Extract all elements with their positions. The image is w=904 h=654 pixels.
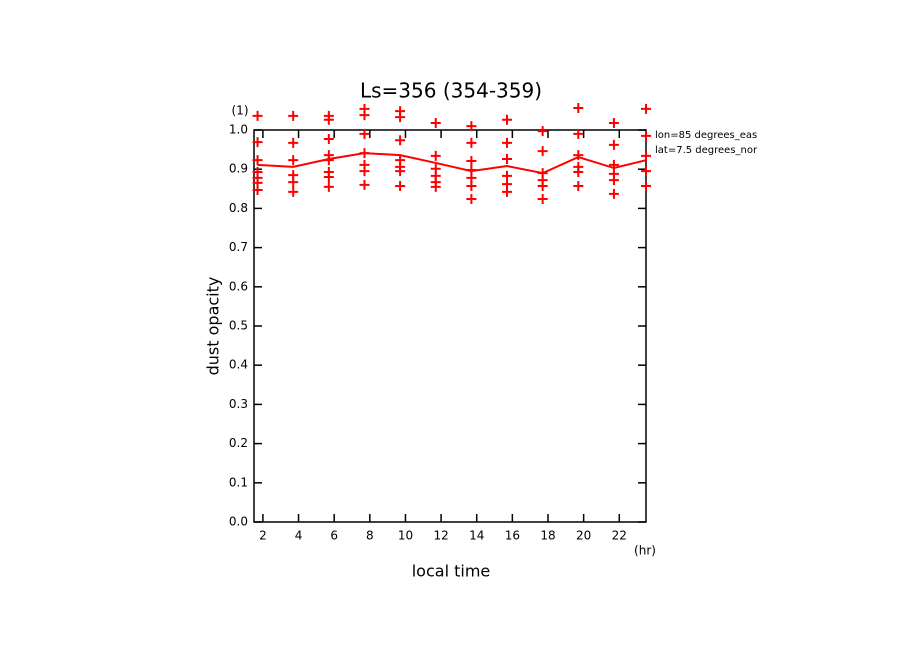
y-tick-label: 0.3 xyxy=(229,397,248,411)
scatter-point xyxy=(395,181,406,192)
scatter-point xyxy=(252,184,263,195)
scatter-point xyxy=(430,150,441,161)
x-tick-label: 20 xyxy=(576,529,591,543)
scatter-point xyxy=(502,114,513,125)
plot-frame xyxy=(253,129,647,523)
scatter-point xyxy=(537,181,548,192)
scatter-point xyxy=(288,177,299,188)
x-tick-label: 18 xyxy=(540,529,555,543)
scatter-point xyxy=(502,186,513,197)
scatter-point xyxy=(430,181,441,192)
scatter-point xyxy=(430,117,441,128)
scatter-point xyxy=(395,112,406,123)
scatter-point xyxy=(502,137,513,148)
scatter-point xyxy=(608,117,619,128)
y-tick-label: 0.4 xyxy=(229,358,248,372)
scatter-point xyxy=(359,166,370,177)
scatter-point xyxy=(537,126,548,137)
scatter-point xyxy=(395,166,406,177)
x-tick-label: 12 xyxy=(433,529,448,543)
scatter-point xyxy=(252,137,263,148)
annotation: lon=85 degrees_eas xyxy=(655,130,757,141)
scatter-point xyxy=(466,181,477,192)
x-unit: (hr) xyxy=(634,544,656,558)
scatter-point xyxy=(608,188,619,199)
scatter-point xyxy=(573,103,584,114)
scatter-point xyxy=(466,137,477,148)
scatter-point xyxy=(466,121,477,132)
scatter-point xyxy=(573,166,584,177)
y-tick-label: 0.2 xyxy=(229,436,248,450)
scatter-point xyxy=(466,155,477,166)
scatter-point xyxy=(323,134,334,145)
scatter-point xyxy=(573,128,584,139)
scatter-point xyxy=(466,193,477,204)
scatter-point xyxy=(573,150,584,161)
scatter-point xyxy=(537,146,548,157)
scatter-point xyxy=(395,135,406,146)
scatter-point xyxy=(323,114,334,125)
scatter-point xyxy=(252,110,263,121)
x-tick-label: 14 xyxy=(469,529,484,543)
x-tick-label: 10 xyxy=(398,529,413,543)
scatter-point xyxy=(323,172,334,183)
y-tick-label: 0.1 xyxy=(229,475,248,489)
y-tick-label: 0.5 xyxy=(229,319,248,333)
scatter-point xyxy=(323,181,334,192)
scatter-point xyxy=(573,181,584,192)
x-tick-label: 4 xyxy=(295,529,303,543)
scatter-point xyxy=(359,179,370,190)
scatter-point xyxy=(288,155,299,166)
annotation: lat=7.5 degrees_nor xyxy=(655,145,758,156)
scatter-point xyxy=(608,139,619,150)
y-axis-label: dust opacity xyxy=(204,277,223,376)
x-tick-label: 16 xyxy=(505,529,520,543)
x-tick-label: 8 xyxy=(366,529,374,543)
x-axis-label: local time xyxy=(412,562,491,581)
scatter-point xyxy=(288,186,299,197)
x-tick-label: 6 xyxy=(330,529,338,543)
scatter-point xyxy=(608,175,619,186)
x-tick-label: 2 xyxy=(259,529,267,543)
y-tick-label: 1.0 xyxy=(229,123,248,137)
scatter-point xyxy=(359,110,370,121)
scatter-point xyxy=(288,110,299,121)
scatter-point xyxy=(502,154,513,165)
scatter-point xyxy=(252,155,263,166)
y-unit: (1) xyxy=(232,104,249,118)
scatter-point xyxy=(641,103,651,114)
scatter-point xyxy=(641,130,651,141)
x-tick-label: 22 xyxy=(612,529,627,543)
y-tick-label: 0.8 xyxy=(229,201,248,215)
y-tick-label: 0.9 xyxy=(229,162,248,176)
chart-title: Ls=356 (354-359) xyxy=(360,79,542,103)
scatter-point xyxy=(537,193,548,204)
y-tick-label: 0.0 xyxy=(229,515,248,529)
mean-line xyxy=(257,152,647,175)
y-tick-label: 0.7 xyxy=(229,240,248,254)
scatter-point xyxy=(641,150,651,161)
scatter-point xyxy=(359,128,370,139)
scatter-point xyxy=(641,181,651,192)
scatter-point xyxy=(288,137,299,148)
y-tick-label: 0.6 xyxy=(229,279,248,293)
scatter-point xyxy=(641,166,651,177)
